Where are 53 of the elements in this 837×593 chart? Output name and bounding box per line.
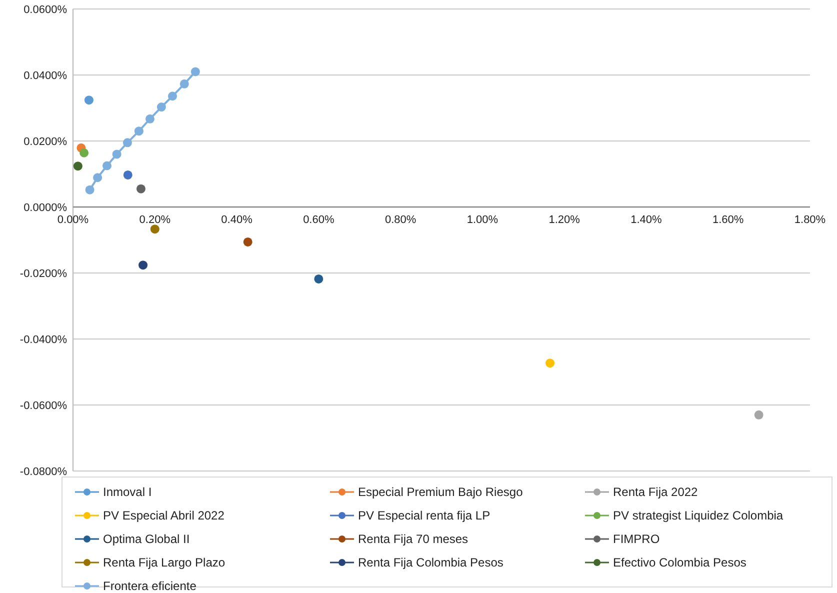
y-tick-label: -0.0800% xyxy=(20,466,68,478)
y-tick-label: 0.0200% xyxy=(24,136,68,148)
point xyxy=(122,138,132,148)
x-tick-label: 1.20% xyxy=(548,214,580,226)
point xyxy=(85,185,94,194)
x-tick-label: 1.60% xyxy=(712,214,744,226)
legend-label: Efectivo Colombia Pesos xyxy=(613,556,746,570)
y-tick-label: -0.0400% xyxy=(20,334,68,346)
legend-label: Renta Fija Largo Plazo xyxy=(103,556,226,570)
point xyxy=(546,358,555,368)
x-tick-label: 0.40% xyxy=(221,214,253,226)
x-tick-label: 0.00% xyxy=(57,214,89,226)
legend-label: Frontera eficiente xyxy=(103,579,197,593)
legend-label: Inmoval I xyxy=(103,485,152,500)
point xyxy=(134,126,144,136)
point xyxy=(84,96,94,105)
point xyxy=(150,224,160,234)
legend-label: Especial Premium Bajo Riesgo xyxy=(358,485,524,500)
point xyxy=(136,184,146,194)
legend-label: Renta Fija 70 meses xyxy=(358,532,468,546)
y-tick-label: -0.0600% xyxy=(20,400,68,412)
x-tick-label: 1.40% xyxy=(630,214,662,226)
x-tick-label: 0.20% xyxy=(139,214,171,226)
point xyxy=(138,260,148,270)
point xyxy=(314,274,324,284)
legend-label: FIMPRO xyxy=(613,532,660,546)
point xyxy=(156,102,166,112)
legend-label: PV strategist Liquidez Colombia xyxy=(613,508,784,523)
point xyxy=(80,148,89,158)
legend-label: PV Especial Abril 2022 xyxy=(103,508,225,523)
point xyxy=(180,79,189,88)
point xyxy=(168,92,177,101)
x-tick-label: 0.80% xyxy=(384,214,416,226)
point xyxy=(754,410,764,420)
point xyxy=(145,114,154,124)
point xyxy=(93,173,102,182)
point xyxy=(243,237,252,246)
point xyxy=(190,67,200,76)
point xyxy=(73,162,82,171)
x-tick-label: 0.60% xyxy=(303,214,334,226)
legend-label: Renta Fija 2022 xyxy=(613,485,698,500)
point xyxy=(123,170,132,180)
y-tick-label: 0.0000% xyxy=(24,202,68,214)
point xyxy=(112,150,122,159)
x-tick-label: 1.00% xyxy=(466,214,498,226)
x-tick-label: 1.80% xyxy=(794,214,826,226)
legend-label: Optima Global II xyxy=(103,532,190,546)
y-tick-label: 0.0600% xyxy=(24,4,68,16)
y-tick-label: -0.0200% xyxy=(20,268,68,280)
y-tick-label: 0.0400% xyxy=(24,70,68,82)
legend-label: Renta Fija Colombia Pesos xyxy=(358,556,504,570)
point xyxy=(102,161,112,170)
legend-label: PV Especial renta fija LP xyxy=(358,508,490,523)
